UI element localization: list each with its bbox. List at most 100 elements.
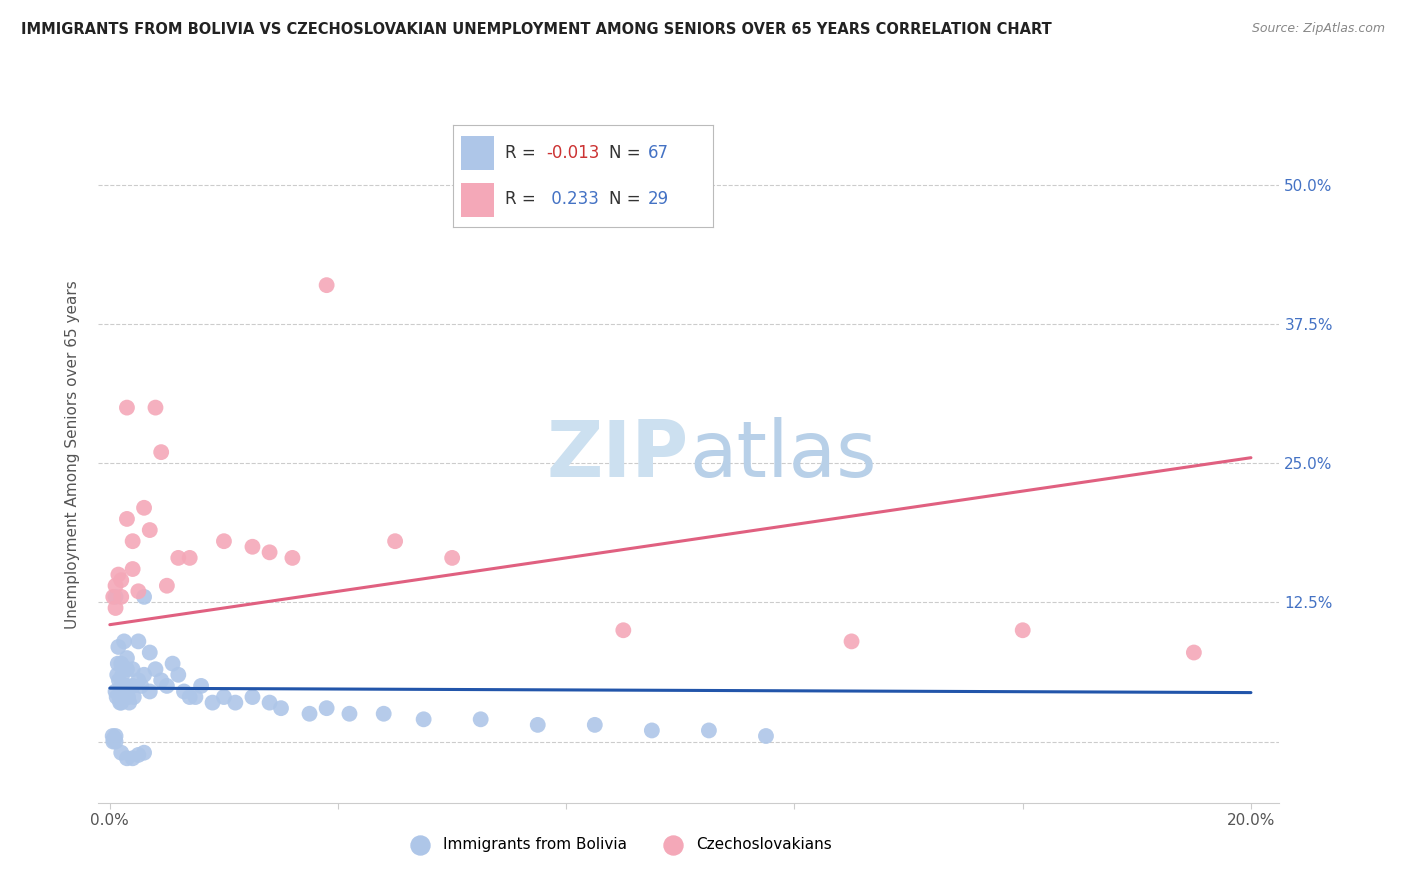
Text: -0.013: -0.013 (547, 145, 599, 162)
FancyBboxPatch shape (461, 184, 495, 218)
Point (115, 651, 138, 665)
Point (103, 732, 125, 747)
Point (697, 723, 720, 738)
Point (224, 696, 246, 710)
Point (118, 696, 141, 710)
Point (103, 590, 125, 604)
Point (145, 662, 167, 676)
Point (173, 684, 195, 698)
Point (117, 690, 139, 704)
Point (441, 550, 464, 565)
Text: 0.233: 0.233 (547, 190, 599, 208)
Point (259, 545, 281, 559)
Point (103, 731, 125, 746)
Point (132, 746, 155, 760)
Point (132, 590, 155, 604)
Text: ZIP: ZIP (547, 417, 689, 493)
Point (104, 734, 127, 748)
Point (111, 667, 134, 681)
Point (755, 729, 778, 743)
Point (110, 657, 132, 671)
Point (201, 696, 224, 710)
Point (526, 718, 548, 732)
Point (150, 445, 173, 459)
Point (127, 584, 149, 599)
Point (641, 723, 664, 738)
Point (150, 673, 173, 688)
Point (115, 512, 138, 526)
Point (212, 534, 235, 549)
Point (281, 550, 304, 565)
Point (107, 567, 129, 582)
Point (339, 706, 361, 721)
Y-axis label: Unemployment Among Seniors over 65 years: Unemployment Among Seniors over 65 years (65, 281, 80, 629)
Point (129, 679, 152, 693)
Point (167, 667, 190, 681)
Point (115, 751, 138, 765)
Point (101, 729, 124, 743)
Point (122, 690, 145, 704)
Point (108, 673, 131, 688)
Text: 29: 29 (648, 190, 669, 208)
Text: N =: N = (609, 190, 645, 208)
Text: R =: R = (505, 145, 541, 162)
Point (270, 701, 292, 715)
Point (612, 624, 634, 638)
Point (121, 662, 143, 676)
Point (384, 534, 406, 549)
Point (115, 401, 138, 415)
Text: N =: N = (609, 145, 645, 162)
Point (115, 679, 138, 693)
Point (108, 696, 131, 710)
Point (115, 662, 138, 676)
Point (110, 590, 132, 604)
Point (139, 684, 162, 698)
Point (112, 634, 135, 648)
Text: 67: 67 (648, 145, 669, 162)
Point (179, 550, 201, 565)
Point (212, 690, 235, 704)
Point (184, 690, 207, 704)
Point (179, 690, 201, 704)
Point (139, 646, 162, 660)
Point (105, 690, 128, 704)
Point (132, 500, 155, 515)
Point (242, 540, 264, 554)
Point (145, 401, 167, 415)
Point (104, 579, 127, 593)
Point (121, 534, 143, 549)
Point (373, 706, 395, 721)
Point (105, 667, 128, 681)
Point (121, 679, 143, 693)
FancyBboxPatch shape (461, 136, 495, 170)
Point (162, 657, 184, 671)
Text: IMMIGRANTS FROM BOLIVIA VS CZECHOSLOVAKIAN UNEMPLOYMENT AMONG SENIORS OVER 65 YE: IMMIGRANTS FROM BOLIVIA VS CZECHOSLOVAKI… (21, 22, 1052, 37)
Point (104, 729, 127, 743)
Text: atlas: atlas (689, 417, 876, 493)
Point (104, 684, 127, 698)
Point (315, 701, 337, 715)
Point (1011, 624, 1033, 638)
Legend: Immigrants from Bolivia, Czechoslovakians: Immigrants from Bolivia, Czechoslovakian… (399, 830, 838, 858)
Point (156, 579, 179, 593)
Point (107, 640, 129, 654)
Point (110, 573, 132, 587)
Point (315, 278, 337, 293)
Point (412, 712, 434, 726)
Point (104, 601, 127, 615)
Point (127, 634, 149, 648)
Point (156, 679, 179, 693)
Point (841, 634, 863, 648)
Point (127, 747, 149, 762)
Text: R =: R = (505, 190, 541, 208)
Point (242, 690, 264, 704)
Point (1182, 646, 1205, 660)
Point (167, 550, 190, 565)
Point (583, 718, 606, 732)
Point (121, 562, 143, 576)
Text: Source: ZipAtlas.com: Source: ZipAtlas.com (1251, 22, 1385, 36)
Point (110, 679, 132, 693)
Point (108, 690, 131, 704)
Point (107, 657, 129, 671)
Point (132, 667, 155, 681)
